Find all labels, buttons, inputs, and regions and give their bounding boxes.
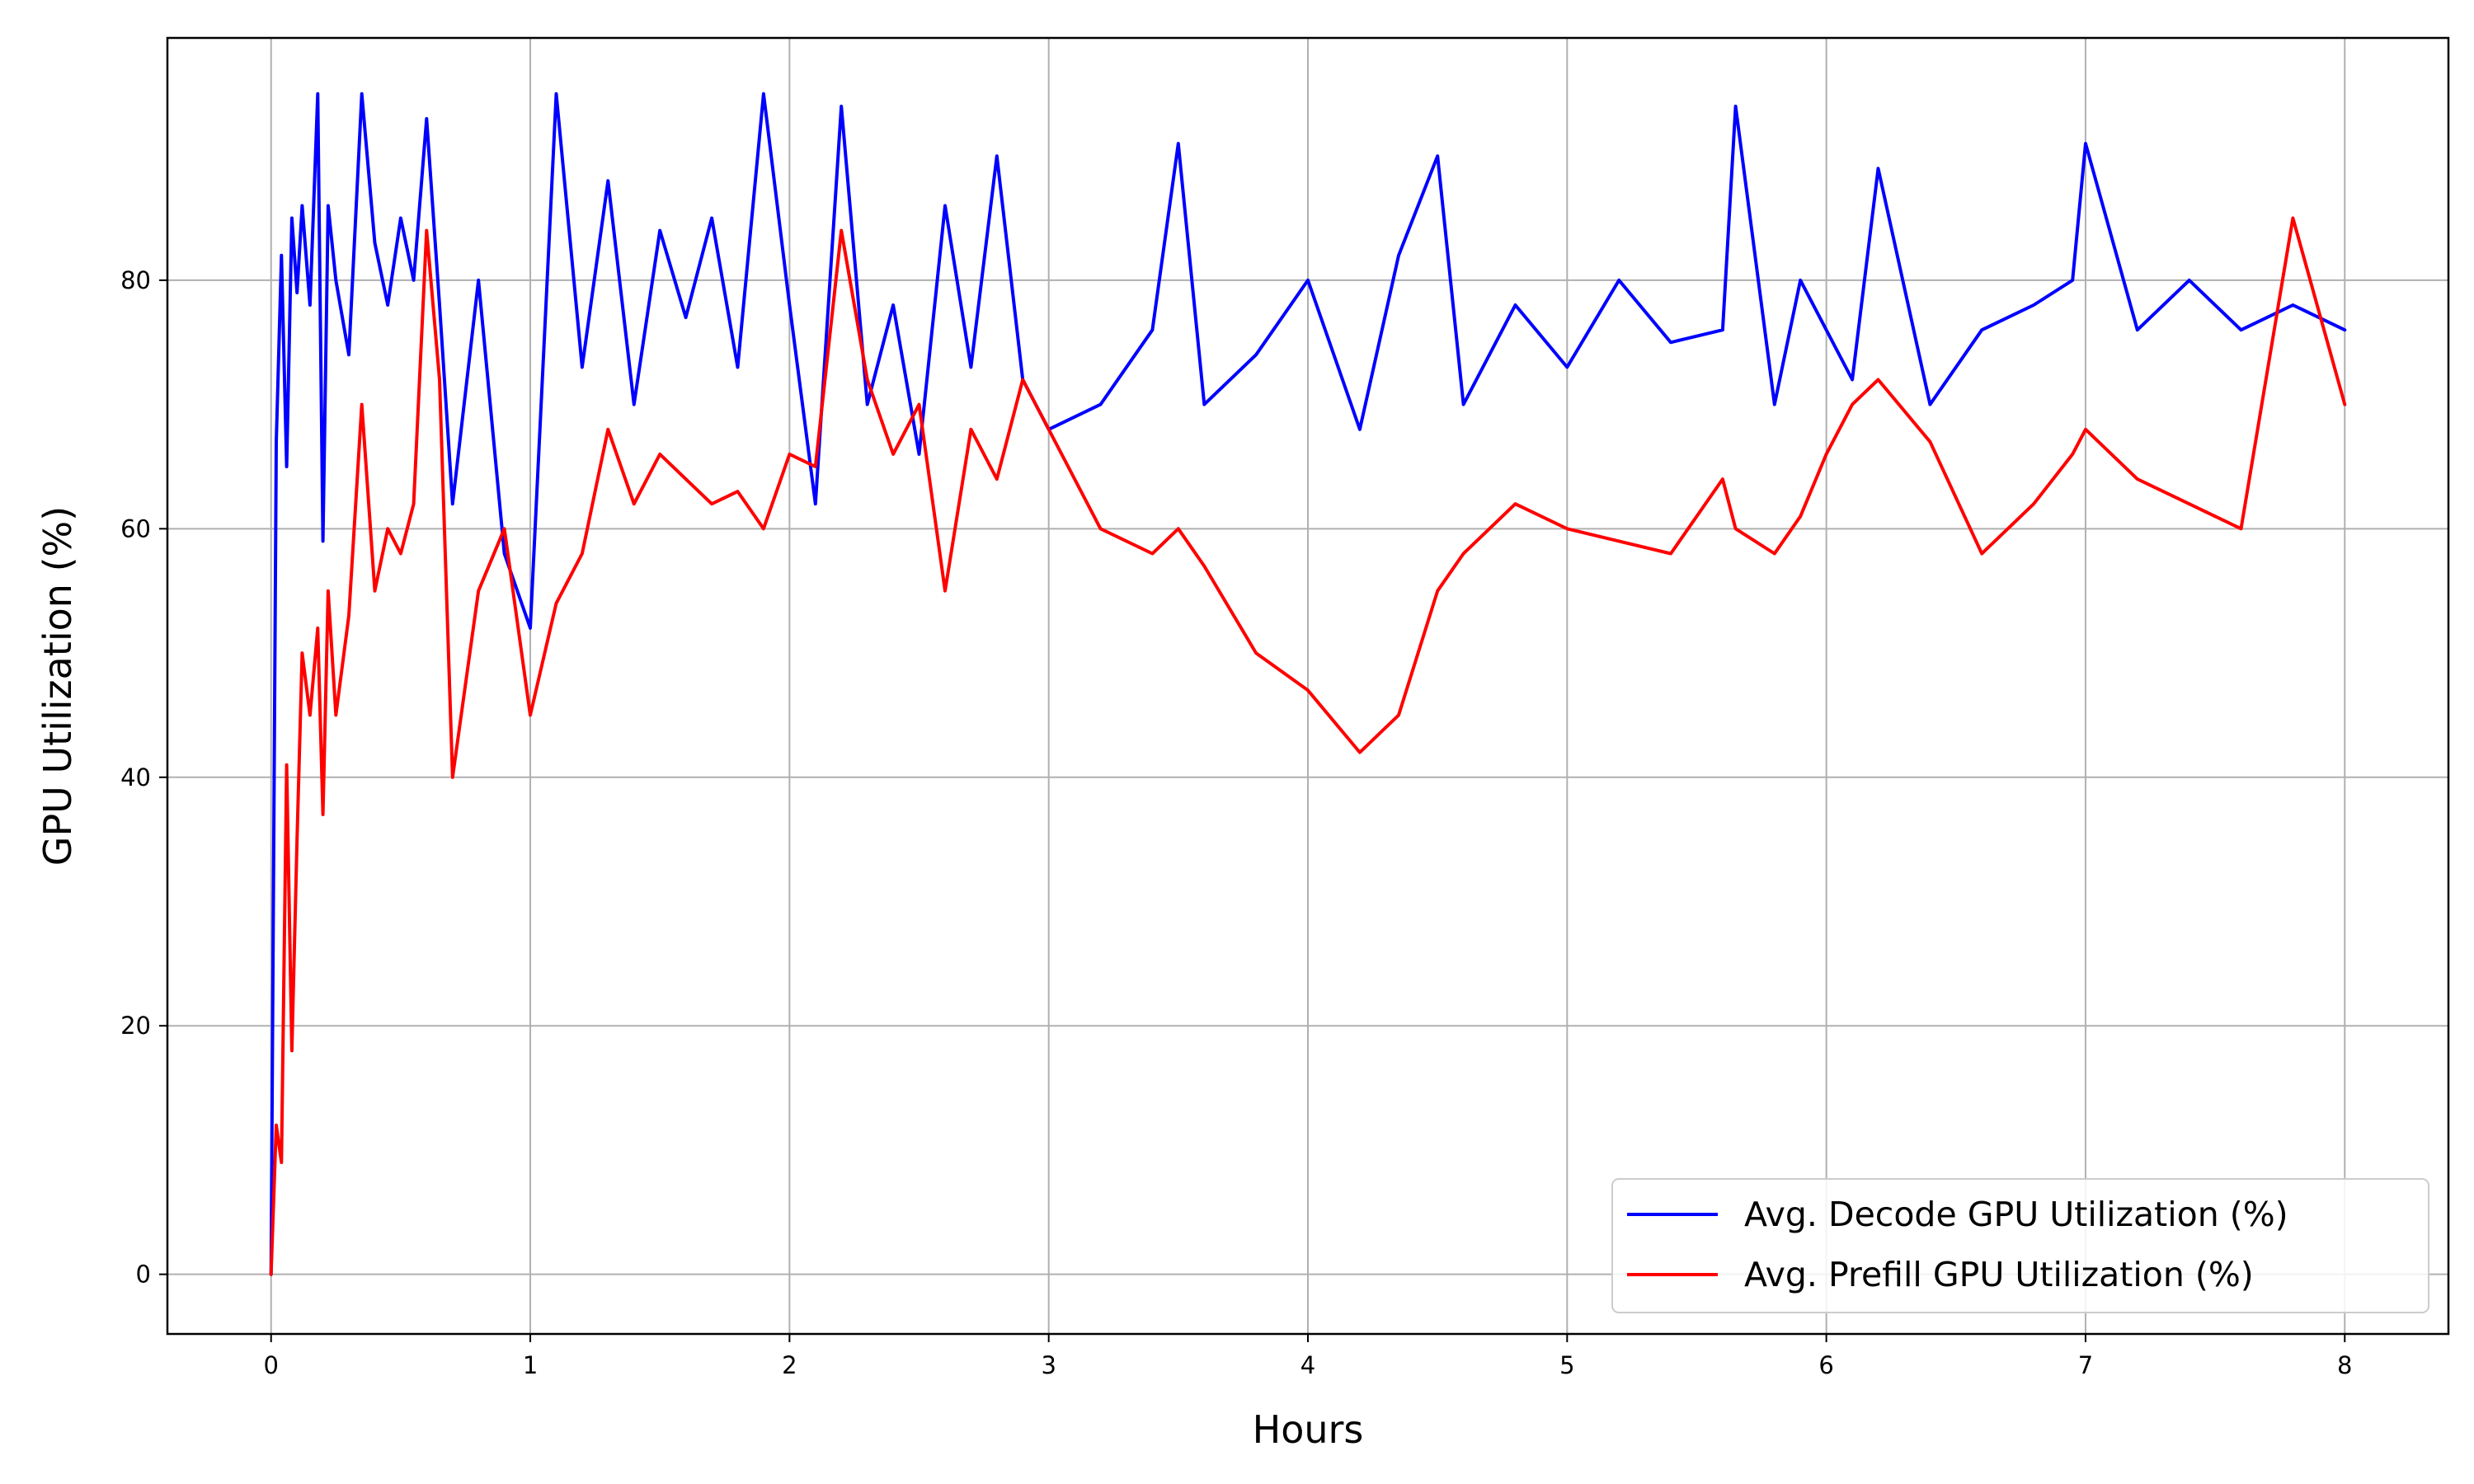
x-tick-label: 7 xyxy=(2078,1351,2093,1379)
y-tick-label: 40 xyxy=(120,763,151,791)
legend: Avg. Decode GPU Utilization (%) Avg. Pre… xyxy=(1611,1178,2429,1313)
series-lines xyxy=(269,92,2347,1276)
x-tick-label: 8 xyxy=(2337,1351,2352,1379)
x-tick-label: 4 xyxy=(1300,1351,1315,1379)
series-line-decode xyxy=(269,92,2347,1276)
x-tick-label: 3 xyxy=(1041,1351,1056,1379)
y-tick-label: 0 xyxy=(136,1261,151,1289)
x-tick-label: 1 xyxy=(523,1351,538,1379)
x-tick-label: 6 xyxy=(1818,1351,1833,1379)
legend-label-prefill: Avg. Prefill GPU Utilization (%) xyxy=(1744,1255,2254,1294)
series-line-prefill xyxy=(269,216,2347,1276)
y-tick-label: 60 xyxy=(120,514,151,542)
y-axis-title: GPU Utilization (%) xyxy=(35,506,80,866)
legend-box xyxy=(1611,1178,2429,1313)
x-axis-title: Hours xyxy=(1253,1407,1364,1452)
y-tick-label: 80 xyxy=(120,266,151,294)
x-tick-label: 0 xyxy=(264,1351,279,1379)
x-tick-label: 2 xyxy=(782,1351,797,1379)
legend-label-decode: Avg. Decode GPU Utilization (%) xyxy=(1744,1195,2288,1234)
x-tick-label: 5 xyxy=(1559,1351,1574,1379)
y-axis-ticks: 0 20 40 60 80 xyxy=(120,266,167,1289)
x-axis-ticks: 0 1 2 3 4 5 6 7 8 xyxy=(264,1334,2352,1379)
y-tick-label: 20 xyxy=(120,1012,151,1040)
